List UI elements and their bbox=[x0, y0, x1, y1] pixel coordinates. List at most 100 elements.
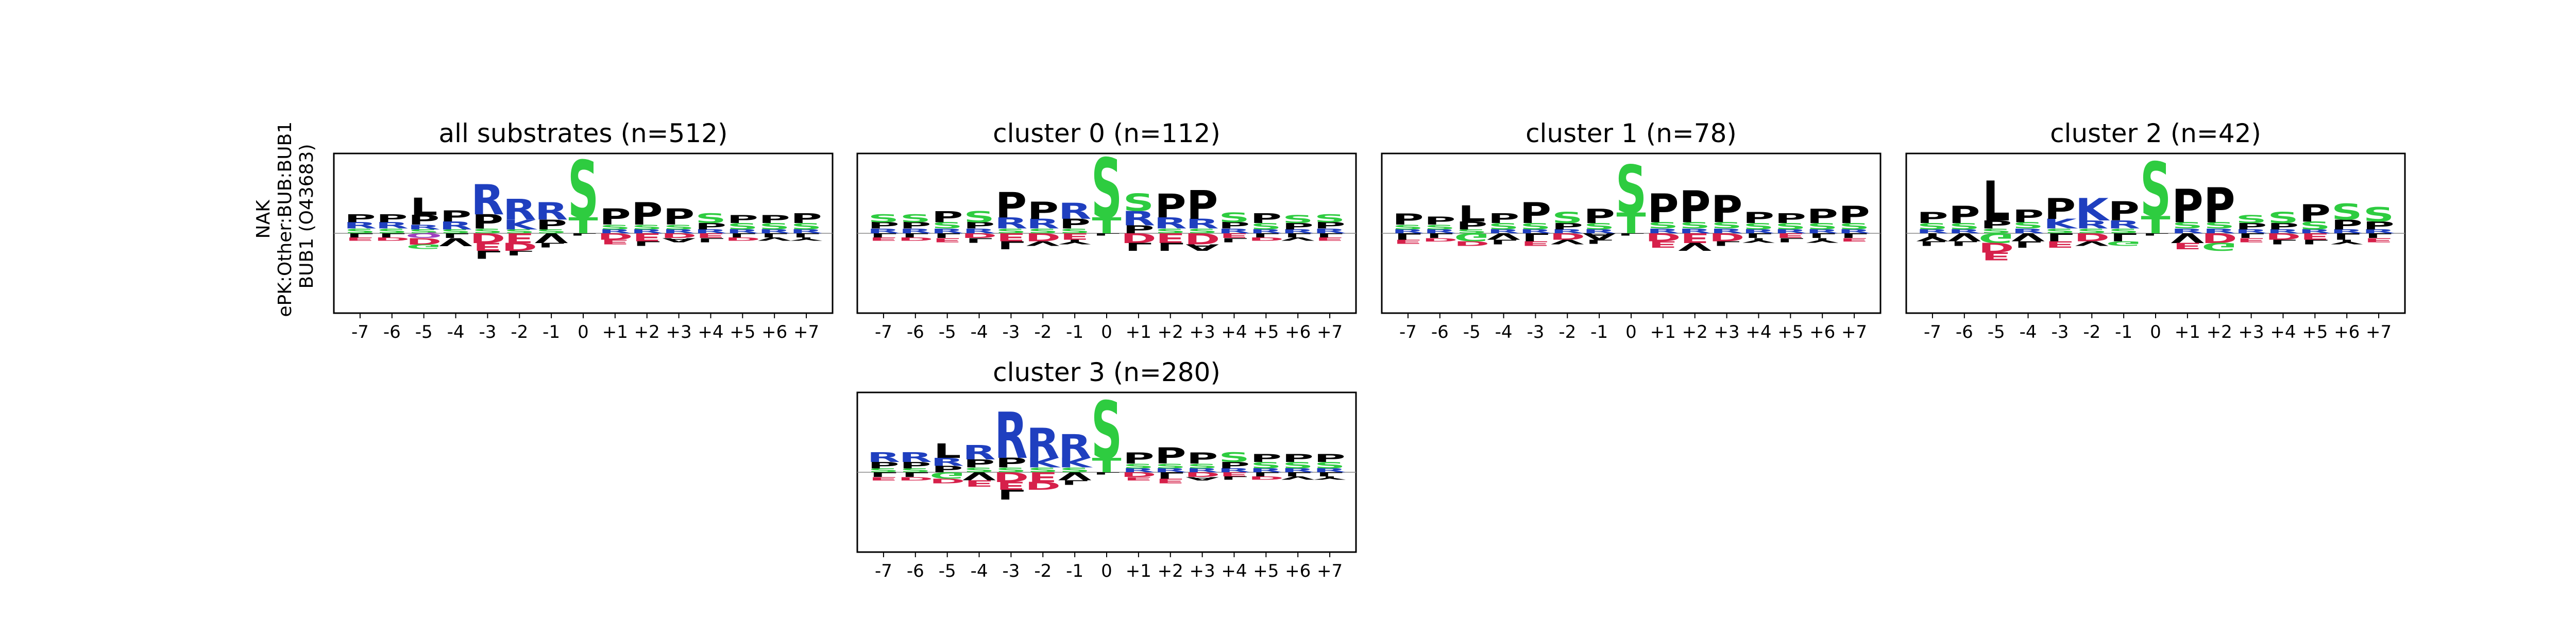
logo-letter-S: S bbox=[1027, 466, 1058, 474]
panel-title: cluster 1 (n=78) bbox=[1526, 118, 1737, 148]
logo-letter-T: T bbox=[2141, 211, 2170, 239]
logo-letter-R: R bbox=[1217, 467, 1250, 473]
logo-letter-V-depleted: V bbox=[1026, 239, 1060, 247]
x-tick-label: -6 bbox=[1956, 322, 1973, 342]
logo-letter-L-depleted: L bbox=[1394, 231, 1421, 242]
logo-letter-R: R bbox=[1916, 228, 1949, 234]
logo-letter-A-depleted: A bbox=[1185, 476, 1219, 481]
logo-letter-P: P bbox=[1187, 183, 1218, 229]
logo-letter-R: R bbox=[1742, 228, 1775, 234]
logo-letter-Y-depleted: Y bbox=[1313, 475, 1346, 480]
logo-letter-S: S bbox=[868, 467, 899, 473]
logo-letter-P: P bbox=[2044, 193, 2076, 226]
logo-letter-R: R bbox=[1806, 228, 1839, 234]
logo-letter-P: P bbox=[1155, 443, 1186, 469]
x-tick-label: +7 bbox=[1317, 561, 1343, 581]
logo-letter-P: P bbox=[1917, 209, 1948, 227]
x-tick-label: -6 bbox=[907, 561, 924, 581]
logo-letter-P: P bbox=[1218, 220, 1250, 231]
logo-letter-L-depleted: L bbox=[506, 249, 533, 257]
logo-letter-Q-depleted: Q bbox=[405, 232, 442, 239]
logo-letter-V-depleted: V bbox=[1281, 236, 1315, 242]
logo-letter-L-depleted: L bbox=[870, 471, 897, 478]
logo-letter-R: R bbox=[1122, 208, 1155, 230]
logo-letter-L-depleted: L bbox=[1490, 238, 1517, 246]
logo-letter-L-depleted: L bbox=[965, 236, 993, 244]
x-tick-label: +3 bbox=[2239, 322, 2264, 342]
logo-letter-E-depleted: E bbox=[1156, 477, 1185, 485]
logo-letter-R: R bbox=[867, 450, 900, 465]
logo-letter-L-depleted: L bbox=[537, 241, 565, 249]
logo-letter-D-depleted: D bbox=[2074, 231, 2110, 244]
logo-letter-E-depleted: E bbox=[1521, 239, 1550, 247]
x-tick-label: +3 bbox=[1190, 561, 1215, 581]
logo-letter-E-depleted: E bbox=[996, 479, 1026, 492]
x-tick-label: -6 bbox=[383, 322, 401, 342]
logo-letter-P: P bbox=[1807, 205, 1838, 228]
x-tick-label: +6 bbox=[2334, 322, 2360, 342]
logo-letter-P: P bbox=[2235, 221, 2267, 232]
logo-letter-L-depleted: L bbox=[2333, 231, 2361, 242]
logo-letter-P: P bbox=[931, 465, 963, 475]
x-tick-label: +4 bbox=[1745, 322, 1771, 342]
ylabel-line-2: ePK:Other:BUB:BUB1 bbox=[275, 122, 296, 317]
logo-letter-S: S bbox=[2172, 220, 2203, 231]
logo-letter-E-depleted: E bbox=[1776, 232, 1805, 239]
logo-letter-V-depleted: V bbox=[962, 470, 996, 483]
logo-letter-L-depleted: L bbox=[1617, 232, 1645, 236]
logo-letter-R: R bbox=[1058, 198, 1091, 224]
logo-letter-S: S bbox=[1520, 221, 1551, 232]
logo-letter-P: P bbox=[1282, 452, 1314, 465]
logo-letter-L-depleted: L bbox=[1284, 232, 1312, 238]
logo-letter-R: R bbox=[2266, 228, 2299, 234]
logo-letter-R: R bbox=[439, 219, 472, 232]
logo-letter-Y-depleted: Y bbox=[1058, 238, 1091, 246]
logo-letter-E-depleted: E bbox=[2236, 237, 2266, 243]
logo-letter-R: R bbox=[867, 227, 900, 235]
logo-letter-R: R bbox=[1710, 227, 1743, 235]
logo-letter-S: S bbox=[1218, 210, 1249, 226]
logo-letter-E-depleted: E bbox=[869, 476, 898, 481]
logo-letter-E-depleted: E bbox=[2045, 239, 2075, 249]
logo-letter-E-depleted: E bbox=[1124, 476, 1153, 481]
logo-letter-V-depleted: V bbox=[758, 236, 791, 242]
logo-letter-D-depleted: D bbox=[1709, 231, 1744, 244]
logo-letter-D-depleted: D bbox=[1454, 239, 1489, 247]
x-tick-label: +2 bbox=[2207, 322, 2232, 342]
logo-letter-D-depleted: D bbox=[1121, 230, 1156, 246]
logo-letter-S: S bbox=[1059, 227, 1090, 235]
logo-letter-E-depleted: E bbox=[869, 236, 898, 242]
x-tick-label: +4 bbox=[2270, 322, 2296, 342]
x-tick-label: -4 bbox=[971, 561, 988, 581]
logo-letter-S: S bbox=[2299, 219, 2330, 232]
logo-letter-L: L bbox=[410, 193, 437, 220]
logo-letter-R: R bbox=[694, 228, 727, 234]
logo-letter-L-depleted: L bbox=[1745, 232, 1772, 239]
logo-letter-L-depleted: L bbox=[2365, 232, 2392, 239]
logo-letter-L: L bbox=[1982, 169, 2010, 233]
logo-letter-S: S bbox=[504, 228, 535, 234]
logo-letter-E-depleted: E bbox=[1060, 231, 1090, 242]
logo-letter-A-depleted: A bbox=[1185, 242, 1219, 252]
logo-letter-P: P bbox=[1123, 449, 1154, 467]
logo-letter-V-depleted: V bbox=[1487, 231, 1520, 242]
logo-letter-A-depleted: A bbox=[662, 237, 696, 243]
x-tick-label: -3 bbox=[2051, 322, 2069, 342]
logo-letter-R: R bbox=[1487, 228, 1520, 234]
logo-letter-S: S bbox=[2204, 220, 2235, 231]
logo-letter-P: P bbox=[1155, 187, 1186, 226]
logo-panel-1: cluster 0 (n=112)RPSLE-7RPSLD-6RSPLE-5RP… bbox=[856, 118, 1357, 342]
logo-letter-R: R bbox=[1281, 467, 1314, 473]
logo-letter-S: S bbox=[536, 228, 567, 234]
logo-letter-S: S bbox=[963, 208, 994, 226]
logo-letter-S: S bbox=[1775, 221, 1806, 232]
logo-letter-D-depleted: D bbox=[1422, 237, 1458, 242]
x-tick-label: -3 bbox=[479, 322, 496, 342]
logo-letter-L-depleted: L bbox=[697, 237, 724, 243]
logo-panel-3: cluster 2 (n=42)RSPYL-7RSPVL-6SPLGDE-5RS… bbox=[1905, 118, 2406, 342]
logo-letter-L-depleted: L bbox=[1713, 239, 1740, 247]
logo-letter-P: P bbox=[2172, 180, 2203, 233]
logo-letter-S: S bbox=[727, 221, 758, 232]
x-tick-label: +1 bbox=[2175, 322, 2200, 342]
logo-letter-L-depleted: L bbox=[934, 232, 961, 239]
